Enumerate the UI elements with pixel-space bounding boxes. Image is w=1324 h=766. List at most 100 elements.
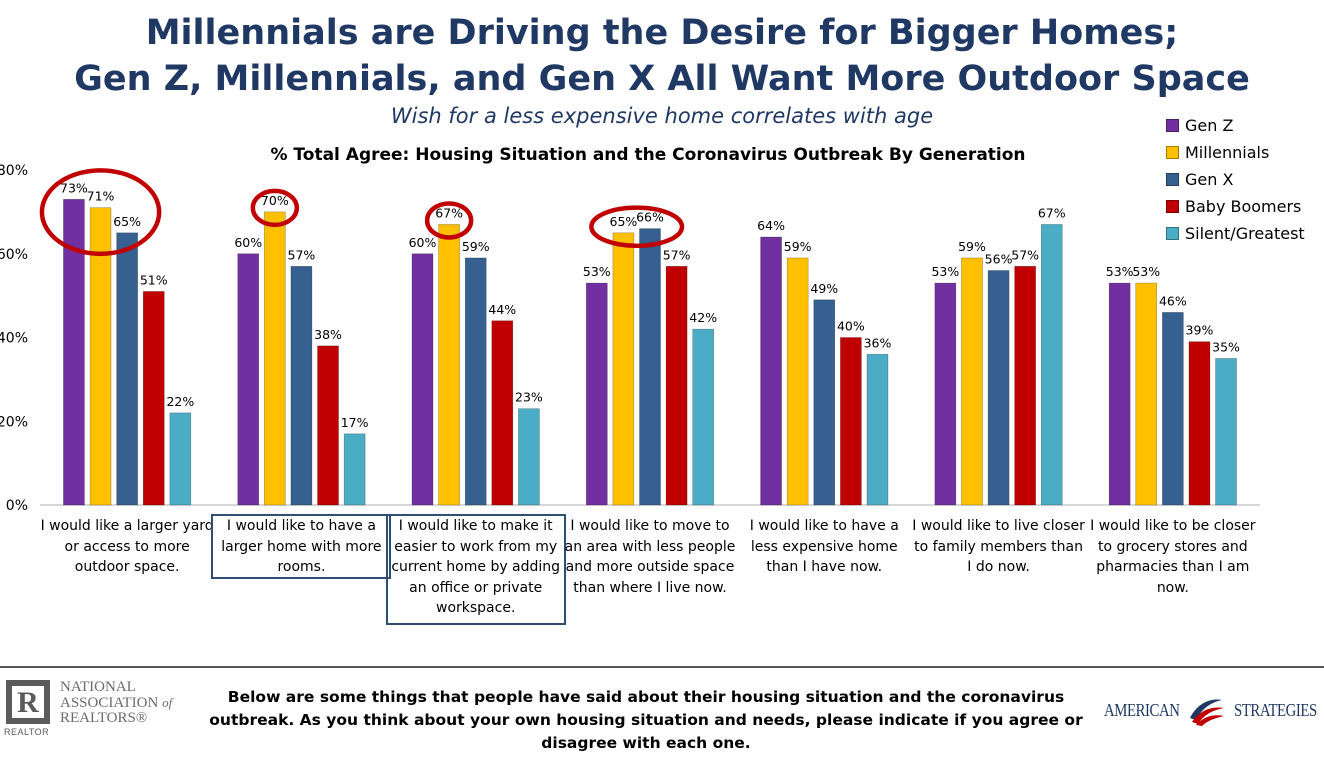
legend-item: Gen Z	[1166, 112, 1305, 139]
bar	[934, 282, 957, 506]
bar	[1014, 266, 1036, 506]
data-label: 46%	[1159, 293, 1187, 308]
realtor-r-icon: R	[6, 680, 50, 724]
category-label: I would like to be closer to grocery sto…	[1090, 518, 1256, 596]
page-title-line-2: Gen Z, Millennials, and Gen X All Want M…	[74, 59, 1250, 99]
bar	[63, 199, 85, 506]
bar	[961, 257, 983, 506]
data-label: 67%	[1038, 205, 1066, 220]
bar	[411, 253, 434, 506]
bar	[840, 337, 862, 506]
data-label: 66%	[636, 210, 664, 225]
data-label: 67%	[435, 205, 463, 220]
bar-chart: 0% 20% 40% 60% 80% 73%71% 65% 51% 22% 60% 70% 57% 38…	[0, 163, 1260, 514]
data-label: 70%	[261, 193, 289, 208]
american-strategies-left-text: AMERICAN	[1104, 700, 1180, 720]
data-label: 65%	[610, 214, 638, 229]
nar-line-3: REALTORS®	[60, 710, 148, 726]
bar	[692, 328, 715, 506]
legend-swatch	[1166, 173, 1179, 186]
bar	[813, 299, 836, 506]
realtor-wordmark: REALTOR	[4, 727, 50, 737]
category-label: I would like to live closer to family me…	[912, 518, 1085, 575]
highlight-circle	[39, 168, 162, 257]
data-label: 57%	[663, 247, 691, 262]
data-label: 39%	[1186, 323, 1214, 338]
legend-item: Baby Boomers	[1166, 193, 1305, 220]
data-label: 73%	[60, 180, 88, 195]
legend-item: Gen X	[1166, 166, 1305, 193]
data-label: 44%	[488, 302, 516, 317]
bar	[264, 211, 286, 506]
legend-item: Silent/Greatest	[1166, 220, 1305, 247]
data-label: 40%	[837, 319, 865, 334]
bar	[1162, 312, 1184, 506]
y-tick-label: 40%	[0, 331, 28, 347]
data-label: 17%	[341, 415, 369, 430]
category-highlight-box	[385, 514, 566, 625]
nar-name: NATIONAL ASSOCIATION of REALTORS®	[60, 680, 172, 726]
legend-swatch	[1166, 227, 1179, 240]
bar	[237, 253, 260, 506]
bar	[1040, 224, 1063, 506]
data-label: 38%	[314, 327, 342, 342]
data-label: 36%	[864, 335, 892, 350]
bar	[987, 270, 1010, 506]
y-tick-label: 0%	[6, 498, 28, 514]
legend-swatch	[1166, 200, 1179, 213]
bar	[665, 266, 688, 506]
legend-label: Baby Boomers	[1185, 197, 1302, 216]
page-subtitle: Wish for a less expensive home correlate…	[390, 104, 934, 128]
page-title-line-1: Millennials are Driving the Desire for B…	[145, 13, 1179, 53]
legend-label: Silent/Greatest	[1185, 224, 1305, 243]
category-label: I would like to have a less expensive ho…	[749, 518, 899, 575]
bar	[786, 257, 809, 506]
bar	[518, 408, 540, 506]
data-label: 59%	[958, 239, 986, 254]
data-label: 22%	[166, 394, 194, 409]
data-label: 64%	[757, 218, 785, 233]
bar	[89, 207, 112, 506]
data-label: 60%	[409, 235, 437, 250]
bar	[760, 236, 782, 506]
highlight-circle	[250, 188, 300, 228]
nar-logo: R REALTOR NATIONAL ASSOCIATION of REALTO…	[2, 680, 202, 740]
data-label: 23%	[515, 390, 543, 405]
y-tick-label: 20%	[0, 414, 28, 430]
american-strategies-right-text: STRATEGIES	[1234, 700, 1317, 720]
legend-swatch	[1166, 146, 1179, 159]
american-strategies-logo: AMERICAN STRATEGIES	[1104, 690, 1319, 734]
data-label: 42%	[689, 310, 717, 325]
data-label: 57%	[288, 247, 316, 262]
bar	[1188, 341, 1211, 506]
data-label: 53%	[1106, 264, 1134, 279]
bar	[1108, 282, 1131, 506]
legend-label: Millennials	[1185, 143, 1270, 162]
legend-item: Millennials	[1166, 139, 1305, 166]
data-label: 59%	[462, 239, 490, 254]
data-label: 53%	[583, 264, 611, 279]
category-label: I would like to have a larger home with …	[221, 518, 382, 575]
data-label: 57%	[1011, 247, 1039, 262]
bar	[585, 282, 608, 506]
data-label: 53%	[1132, 264, 1160, 279]
highlight-circle	[424, 201, 474, 240]
bar	[1135, 282, 1158, 506]
flag-swoosh-icon	[1190, 699, 1224, 726]
bar	[491, 320, 514, 506]
category-label: I would like to make it easier to work f…	[391, 518, 561, 616]
nar-of: of	[162, 695, 173, 710]
category-highlight-box	[211, 514, 392, 579]
bar	[464, 257, 487, 506]
bar	[438, 224, 460, 506]
bar	[169, 412, 192, 506]
bar	[1215, 358, 1237, 506]
category-label: I would like a larger yard or access to …	[40, 518, 214, 575]
bar	[612, 232, 635, 506]
data-label: 49%	[810, 281, 838, 296]
bar	[290, 266, 313, 506]
data-label: 60%	[234, 235, 262, 250]
nar-line-1: NATIONAL	[60, 679, 136, 695]
data-label: 51%	[140, 272, 168, 287]
bar	[343, 433, 366, 506]
